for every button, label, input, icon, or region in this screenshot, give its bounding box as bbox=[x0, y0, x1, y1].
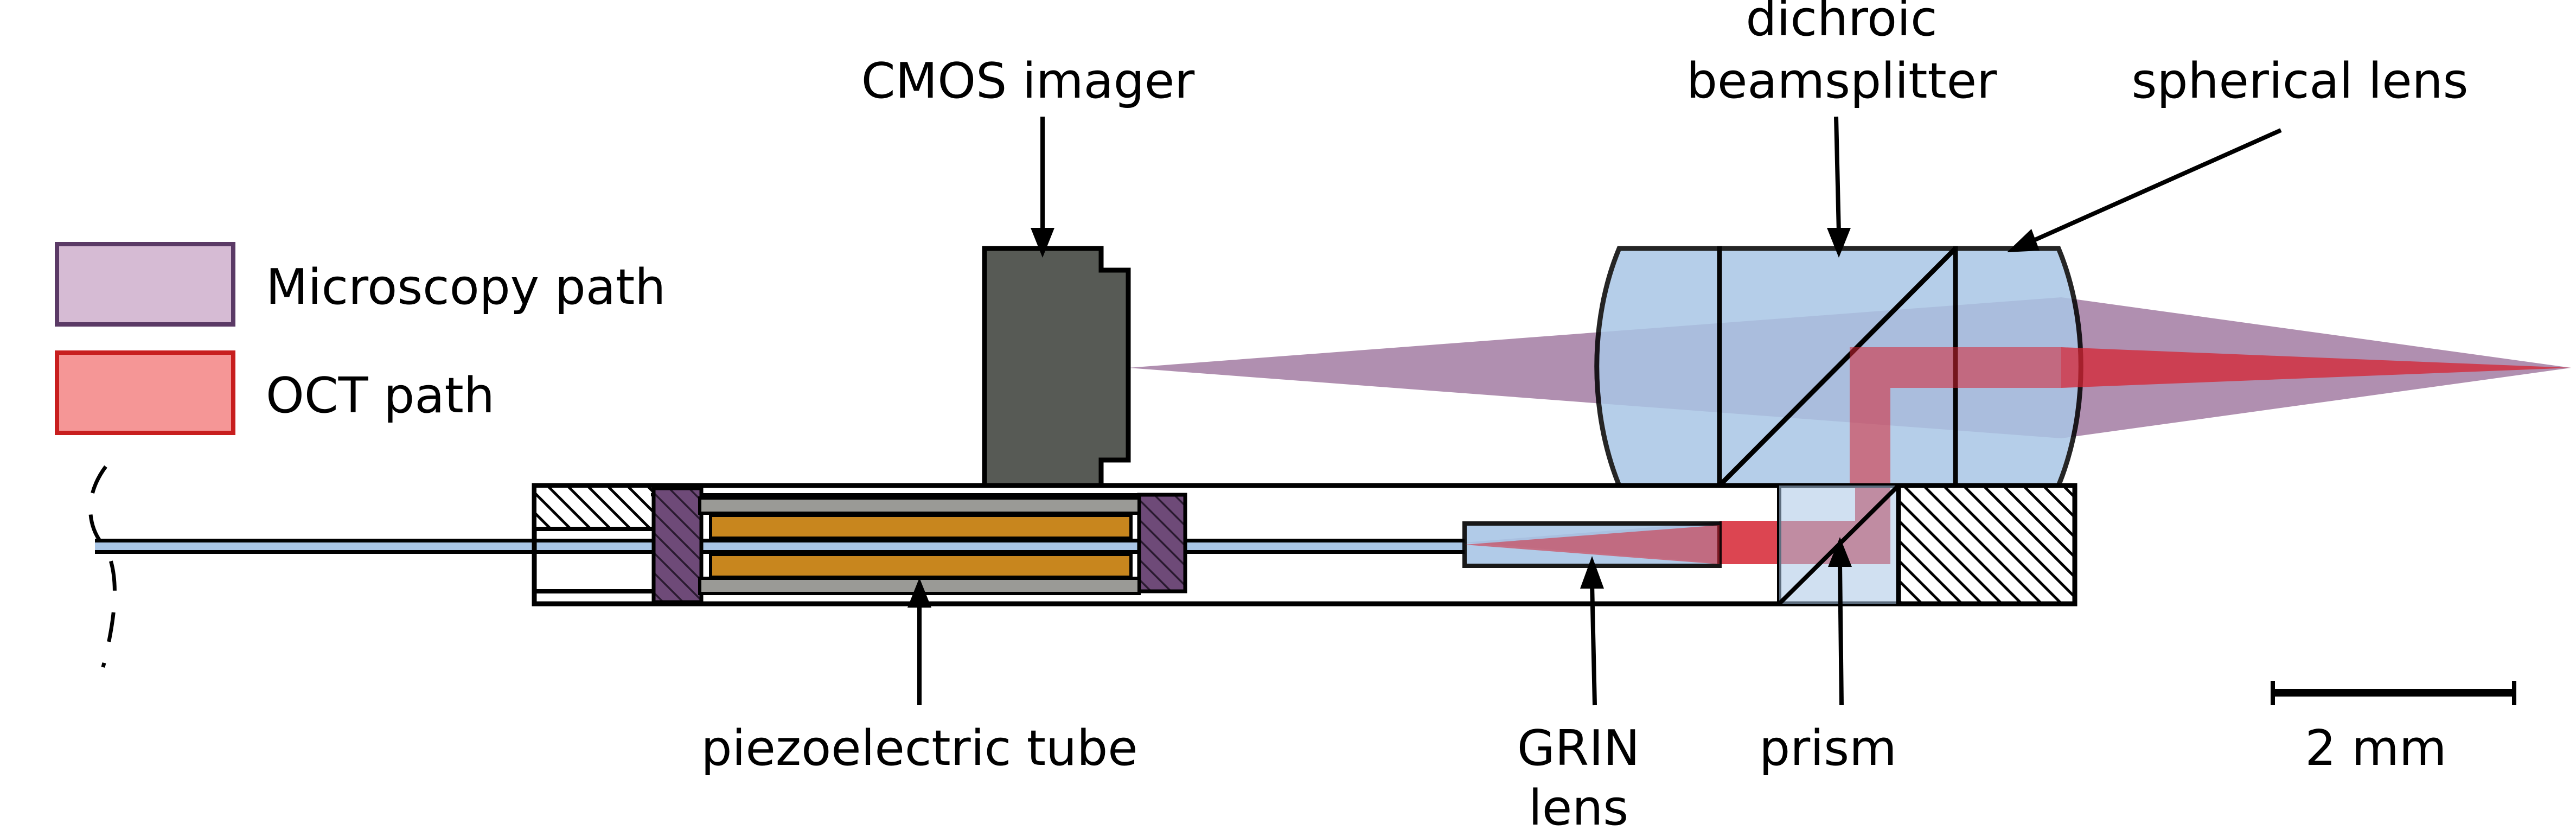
housing-hatch-left bbox=[532, 483, 659, 531]
dichroic-mirror-plane bbox=[1717, 246, 1958, 488]
housing-hatch-right bbox=[1896, 483, 2078, 606]
piezo-outer-electrode-top bbox=[698, 496, 1141, 515]
piezo-mount-right bbox=[1137, 493, 1187, 593]
grin-beam bbox=[1465, 525, 1720, 564]
label-grin-group: GRIN lens bbox=[1517, 556, 1640, 830]
legend-swatch-microscopy bbox=[55, 242, 235, 327]
label-dichroic-line1: dichroic bbox=[1746, 0, 1937, 47]
scale-bar-label: 2 mm bbox=[2305, 720, 2446, 777]
optical-fiber bbox=[95, 539, 1465, 554]
spherical-lens-left bbox=[1594, 246, 1722, 488]
label-piezo: piezoelectric tube bbox=[701, 720, 1137, 777]
label-piezo-group: piezoelectric tube bbox=[701, 578, 1138, 777]
label-cmos-group: CMOS imager bbox=[861, 53, 1194, 258]
legend-label-microscopy: Microscopy path bbox=[266, 259, 666, 316]
fiber-break-mark bbox=[88, 465, 117, 668]
piezo-tube-assembly bbox=[651, 486, 1187, 604]
label-grin-line2: lens bbox=[1529, 780, 1628, 830]
label-prism: prism bbox=[1759, 720, 1897, 777]
cmos-imager bbox=[982, 246, 1131, 488]
label-grin-line1: GRIN bbox=[1517, 720, 1640, 777]
label-spherical-group: spherical lens bbox=[2007, 53, 2469, 252]
legend: Microscopy path OCT path bbox=[55, 242, 666, 435]
label-dichroic-line2: beamsplitter bbox=[1686, 53, 1997, 110]
label-dichroic-group: dichroic beamsplitter bbox=[1686, 0, 1997, 258]
scale-bar: 2 mm bbox=[2271, 681, 2516, 777]
label-prism-group: prism bbox=[1759, 537, 1897, 777]
piezo-mount-left bbox=[651, 486, 704, 604]
legend-label-oct: OCT path bbox=[266, 367, 495, 424]
label-cmos: CMOS imager bbox=[861, 53, 1194, 110]
piezo-core-bottom bbox=[709, 553, 1133, 579]
legend-swatch-oct bbox=[55, 350, 235, 435]
label-spherical: spherical lens bbox=[2132, 53, 2469, 110]
piezo-core-top bbox=[709, 514, 1133, 540]
